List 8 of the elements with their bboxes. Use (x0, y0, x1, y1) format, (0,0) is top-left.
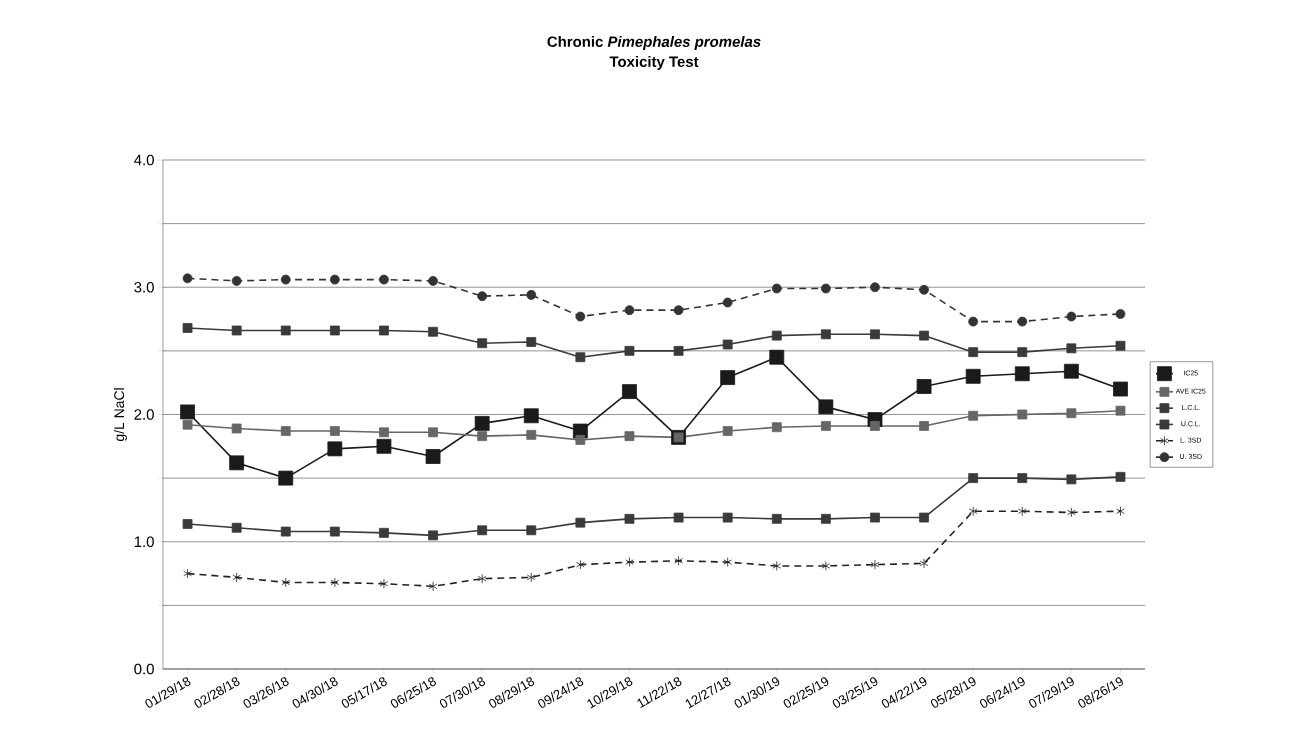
y-tick-label: 4.0 (134, 154, 154, 166)
y-tick-label: 3.0 (134, 281, 154, 293)
chart-title: Chronic Pimephales promelas (547, 36, 761, 50)
y-tick-label: 0.0 (134, 663, 154, 675)
y-tick-label: 2.0 (134, 409, 154, 420)
y-axis-title: g/L NaCl (113, 388, 127, 442)
chart-subtitle: Toxicity Test (609, 56, 699, 70)
y-tick-label: 1.0 (134, 536, 154, 548)
